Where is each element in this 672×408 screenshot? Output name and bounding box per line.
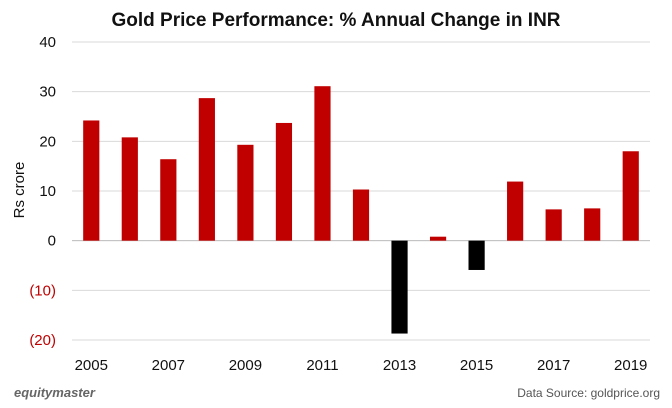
data-source: Data Source: goldprice.org — [517, 386, 660, 400]
bar-2009 — [237, 144, 254, 241]
x-axis-ticks: 2005 2007 2009 2011 2013 2015 2017 2019 — [75, 357, 648, 374]
y-tick-label: 20 — [39, 133, 56, 150]
y-axis-label: Rs crore — [11, 162, 28, 219]
x-tick-label: 2009 — [229, 357, 262, 374]
bar-2010 — [275, 122, 293, 241]
bar-2016 — [507, 181, 524, 241]
y-axis-ticks: 40 30 20 10 0 (10) (20) — [29, 34, 56, 349]
x-tick-label: 2007 — [152, 357, 185, 374]
y-tick-label: (10) — [29, 282, 56, 299]
chart-title: Gold Price Performance: % Annual Change … — [111, 10, 561, 31]
y-tick-label: 0 — [48, 233, 56, 250]
y-tick-label: 10 — [39, 183, 56, 200]
x-tick-label: 2013 — [383, 357, 416, 374]
bar-2006 — [121, 137, 138, 241]
bar-2013 — [391, 240, 408, 334]
x-tick-label: 2015 — [460, 357, 493, 374]
x-tick-label: 2019 — [614, 357, 647, 374]
bar-2011 — [314, 86, 331, 241]
bar-2007 — [160, 159, 177, 241]
y-tick-label: (20) — [29, 332, 56, 349]
bar-2014 — [429, 236, 447, 241]
bar-2015 — [468, 240, 485, 270]
bar-2019 — [622, 151, 639, 241]
bar-2018 — [584, 208, 601, 241]
bars — [83, 86, 639, 334]
bar-2012 — [352, 189, 370, 241]
bar-2017 — [545, 209, 562, 241]
x-tick-label: 2011 — [306, 357, 338, 374]
y-tick-label: 40 — [39, 34, 56, 51]
x-tick-label: 2005 — [75, 357, 108, 374]
x-tick-label: 2017 — [537, 357, 570, 374]
brand-logo-text: equitymaster — [14, 385, 95, 400]
bar-2005 — [83, 120, 100, 241]
bar-2008 — [198, 98, 215, 241]
y-tick-label: 30 — [39, 84, 56, 101]
